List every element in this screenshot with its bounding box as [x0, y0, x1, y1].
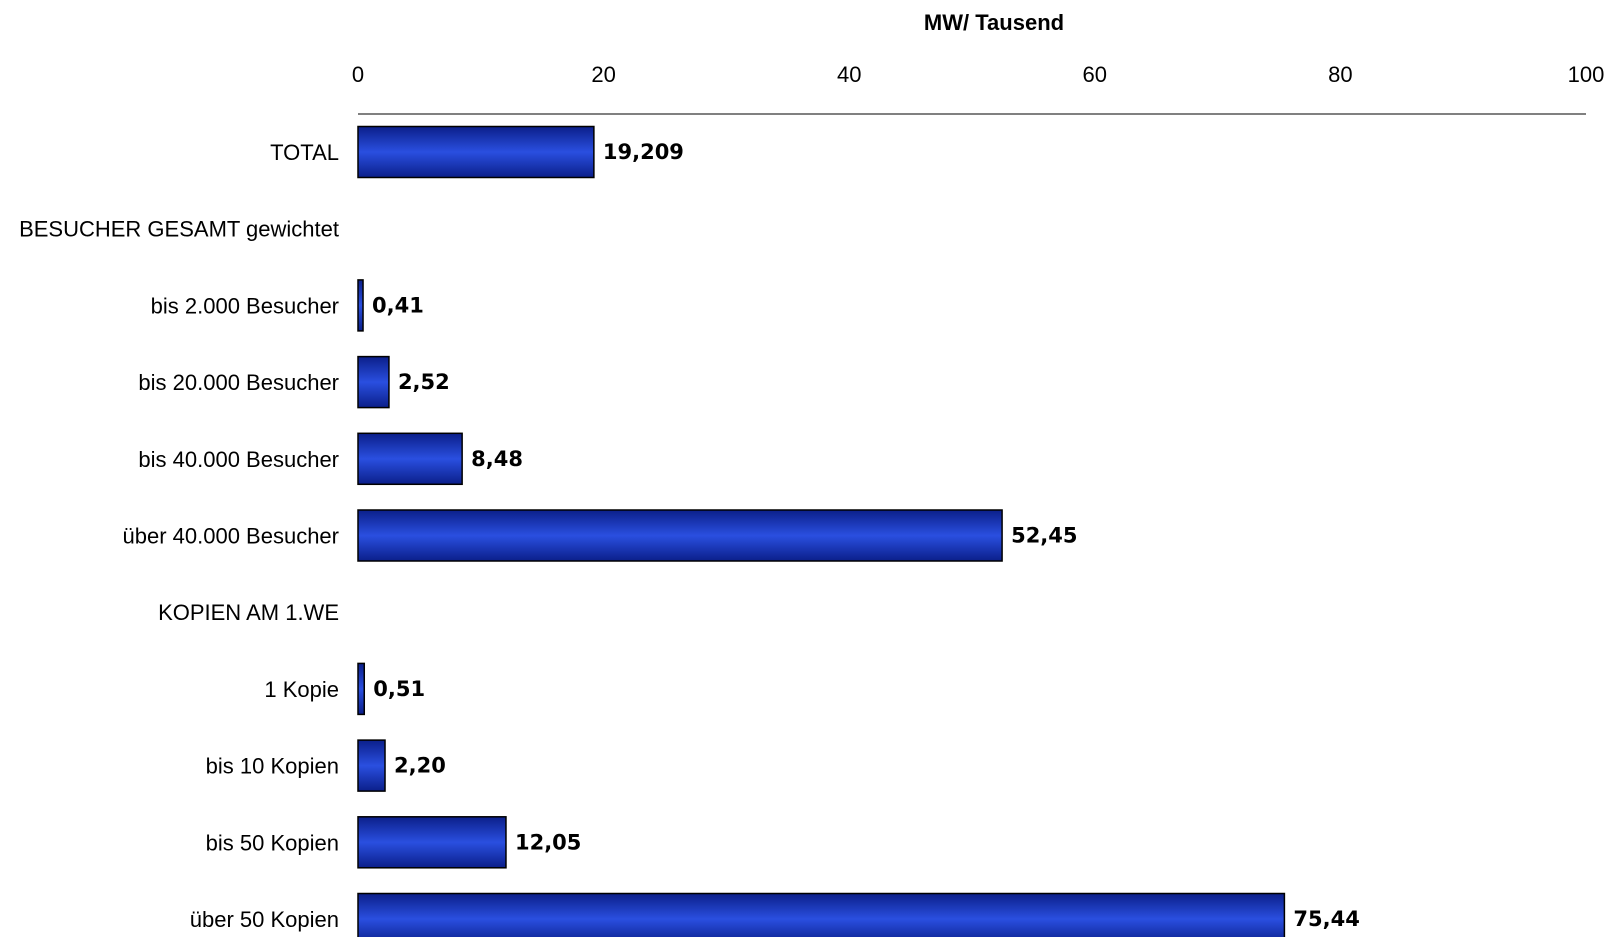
- bars: [357, 125, 1286, 937]
- bar: [357, 662, 366, 716]
- x-axis-ticks: 0 20 40 60 80 100: [352, 62, 1604, 87]
- value-label: 12,05: [515, 830, 581, 854]
- category-label: 1 Kopie: [264, 677, 339, 702]
- value-labels: 19,209 0,41 2,52 8,48 52,45 0,51 2,20 12,05 75,4…: [372, 140, 1360, 931]
- category-label: bis 2.000 Besucher: [151, 293, 339, 318]
- value-label: 2,20: [394, 754, 446, 778]
- x-tick-label: 60: [1083, 62, 1107, 87]
- x-tick-label: 40: [837, 62, 861, 87]
- value-label: 0,41: [372, 293, 424, 317]
- category-label: KOPIEN AM 1.WE: [158, 600, 339, 625]
- x-tick-label: 100: [1568, 62, 1605, 87]
- x-tick-label: 20: [591, 62, 615, 87]
- value-label: 19,209: [603, 140, 684, 164]
- category-label: bis 50 Kopien: [206, 830, 339, 855]
- value-label: 0,51: [373, 677, 425, 701]
- bar: [357, 892, 1286, 937]
- bar: [357, 739, 386, 792]
- bar: [357, 125, 595, 179]
- value-label: 8,48: [471, 447, 523, 471]
- axis-unit-label: MW/ Tausend: [924, 10, 1064, 35]
- x-tick-label: 0: [352, 62, 364, 87]
- category-label: über 50 Kopien: [190, 907, 339, 932]
- x-tick-label: 80: [1328, 62, 1352, 87]
- value-label: 52,45: [1011, 524, 1077, 548]
- category-label: bis 20.000 Besucher: [138, 370, 339, 395]
- bar: [357, 279, 364, 332]
- value-label: 2,52: [398, 370, 450, 394]
- value-label: 75,44: [1293, 907, 1359, 931]
- category-label: BESUCHER GESAMT gewichtet: [19, 217, 339, 242]
- category-label: bis 40.000 Besucher: [138, 447, 339, 472]
- category-label: über 40.000 Besucher: [123, 524, 340, 549]
- bar: [357, 432, 463, 486]
- category-label: TOTAL: [270, 140, 339, 165]
- category-label: bis 10 Kopien: [206, 754, 339, 779]
- bar: [357, 509, 1003, 562]
- bar: [357, 355, 390, 409]
- bar: [357, 816, 507, 869]
- category-labels: TOTAL BESUCHER GESAMT gewichtet bis 2.000 …: [19, 140, 339, 932]
